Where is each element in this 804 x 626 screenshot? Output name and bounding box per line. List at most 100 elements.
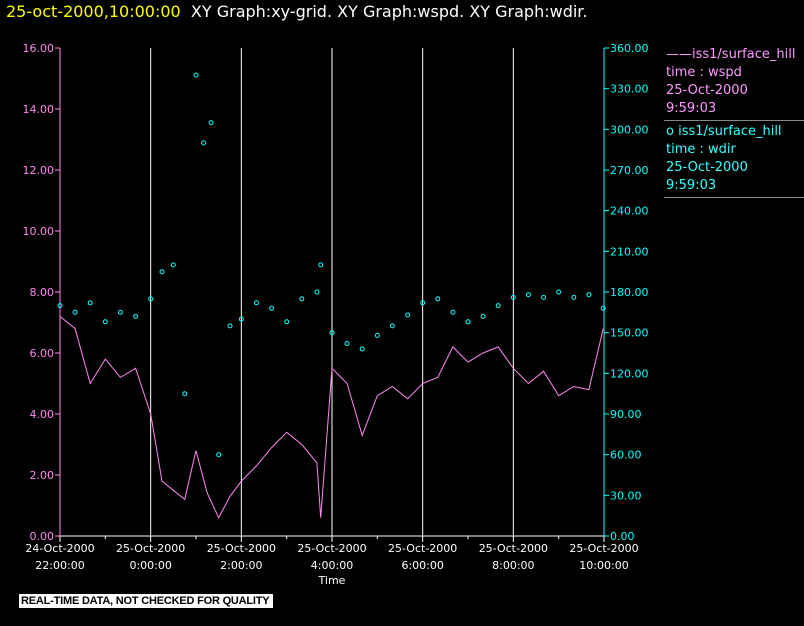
legend: ——iss1/surface_hill time : wspd 25-Oct-2…	[664, 44, 804, 198]
left-tick-label: 8.00	[30, 286, 55, 299]
right-tick-label: 180.00	[610, 286, 649, 299]
wdir-point	[318, 262, 324, 268]
wdir-point	[405, 312, 411, 318]
right-tick-label: 90.00	[610, 408, 642, 421]
wdir-point	[208, 120, 214, 126]
wspd-line	[59, 316, 604, 519]
wdir-point	[193, 72, 199, 78]
x-tick-label-time: 2:00:00	[220, 559, 262, 572]
left-tick-label: 6.00	[30, 347, 55, 360]
wdir-point	[299, 296, 305, 302]
x-axis-label: Time	[318, 574, 346, 587]
wdir-point	[102, 319, 108, 325]
x-tick-label-date: 25-Oct-2000	[297, 542, 366, 555]
legend-wspd-time: 9:59:03	[666, 101, 717, 116]
legend-wspd-line-icon: ——	[666, 47, 692, 62]
x-tick-label-time: 10:00:00	[579, 559, 628, 572]
wspd-series	[59, 316, 604, 519]
wdir-series	[57, 72, 606, 458]
right-tick-label: 330.00	[610, 83, 649, 96]
right-tick-label: 360.00	[610, 42, 649, 55]
right-tick-label: 210.00	[610, 245, 649, 258]
wdir-point	[374, 332, 380, 338]
left-tick-label: 0.00	[30, 530, 55, 543]
wdir-point	[314, 289, 320, 295]
wdir-point	[87, 300, 93, 306]
left-tick-label: 4.00	[30, 408, 55, 421]
wdir-point	[159, 269, 165, 275]
x-tick-label-date: 25-Oct-2000	[569, 542, 638, 555]
right-tick-label: 30.00	[610, 489, 642, 502]
wdir-point	[359, 346, 365, 352]
x-tick-label-time: 8:00:00	[492, 559, 534, 572]
wdir-point	[284, 319, 290, 325]
wdir-point	[510, 294, 516, 300]
x-tick-label-time: 6:00:00	[401, 559, 443, 572]
wdir-point	[435, 296, 441, 302]
wdir-point	[253, 300, 259, 306]
wdir-point	[238, 316, 244, 322]
chart-title: 25-oct-2000,10:00:00 XY Graph:xy-grid. X…	[6, 2, 588, 21]
legend-wdir-source: iss1/surface_hill	[678, 124, 782, 139]
wdir-point	[227, 323, 233, 329]
wdir-point	[216, 452, 222, 458]
wdir-point	[420, 300, 426, 306]
wdir-point	[450, 309, 456, 315]
x-tick-label-date: 25-Oct-2000	[479, 542, 548, 555]
right-tick-label: 0.00	[610, 530, 635, 543]
right-tick-label: 270.00	[610, 164, 649, 177]
wdir-point	[344, 341, 350, 346]
x-tick-label-date: 25-Oct-2000	[388, 542, 457, 555]
title-timestamp: 25-oct-2000,10:00:00	[6, 2, 181, 21]
wdir-point	[72, 309, 78, 315]
legend-wdir-circle-icon: o	[666, 124, 674, 139]
legend-wdir-date: 25-Oct-2000	[666, 160, 748, 175]
wdir-point	[389, 323, 395, 329]
left-tick-label: 10.00	[23, 225, 55, 238]
wdir-point	[600, 305, 606, 311]
right-tick-label: 150.00	[610, 327, 649, 340]
left-tick-label: 14.00	[23, 103, 55, 116]
wdir-point	[117, 309, 123, 315]
wdir-point	[269, 305, 275, 311]
wdir-point	[556, 289, 562, 295]
wdir-point	[57, 303, 63, 309]
wdir-point	[201, 140, 207, 146]
x-tick-label-date: 24-Oct-2000	[25, 542, 94, 555]
wdir-point	[465, 319, 471, 325]
x-tick-label-date: 25-Oct-2000	[116, 542, 185, 555]
wdir-point	[182, 391, 188, 397]
legend-wspd-field: time : wspd	[666, 65, 742, 80]
left-tick-label: 2.00	[30, 469, 55, 482]
wdir-point	[329, 330, 335, 336]
x-tick-label-date: 25-Oct-2000	[207, 542, 276, 555]
left-tick-label: 16.00	[23, 42, 55, 55]
right-tick-label: 60.00	[610, 449, 642, 462]
axes-layer: 24-Oct-2000 22:00:00 25-Oct-2000 0:00:00 25-…	[23, 42, 649, 587]
right-tick-label: 240.00	[610, 205, 649, 218]
x-tick-label-time: 22:00:00	[35, 559, 84, 572]
wdir-point	[480, 313, 486, 319]
wdir-point	[541, 294, 547, 300]
wdir-point	[133, 313, 139, 319]
wdir-point	[148, 296, 154, 302]
legend-wdir-field: time : wdir	[666, 142, 736, 157]
legend-wdir-time: 9:59:03	[666, 178, 717, 193]
legend-wspd-date: 25-Oct-2000	[666, 83, 748, 98]
left-tick-label: 12.00	[23, 164, 55, 177]
wdir-point	[170, 262, 176, 268]
right-tick-label: 300.00	[610, 123, 649, 136]
wdir-point	[571, 294, 577, 300]
quality-notice: REAL-TIME DATA, NOT CHECKED FOR QUALITY	[19, 594, 274, 608]
legend-wspd-source: iss1/surface_hill	[692, 47, 796, 62]
wdir-point	[525, 292, 531, 298]
grid-layer	[150, 48, 514, 536]
wdir-point	[586, 292, 592, 298]
wdir-point	[495, 303, 501, 309]
legend-wdir: o iss1/surface_hill time : wdir 25-Oct-2…	[664, 121, 804, 198]
title-graph-names: XY Graph:xy-grid. XY Graph:wspd. XY Grap…	[190, 2, 588, 21]
x-tick-label-time: 0:00:00	[129, 559, 171, 572]
legend-wspd: ——iss1/surface_hill time : wspd 25-Oct-2…	[664, 44, 804, 121]
x-tick-label-time: 4:00:00	[311, 559, 353, 572]
